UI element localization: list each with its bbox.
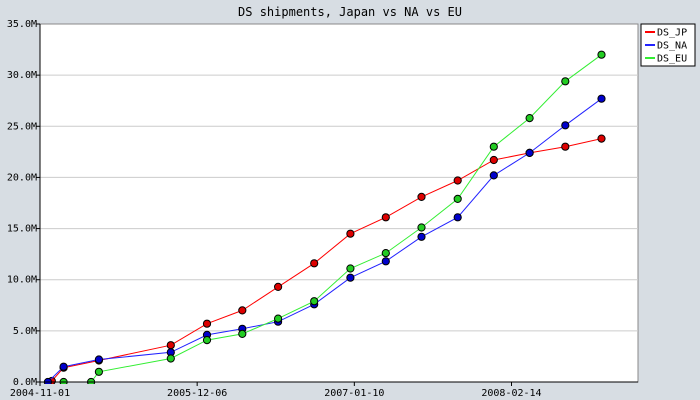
data-point-ds-eu: [274, 314, 283, 323]
data-point-ds-eu: [489, 142, 498, 151]
y-tick-label: 0.0M: [13, 377, 37, 388]
y-tick-label: 25.0M: [7, 121, 37, 132]
data-point-ds-jp: [310, 259, 319, 268]
data-point-ds-jp: [489, 155, 498, 165]
data-point-ds-eu: [561, 77, 570, 86]
series-line-ds-jp: [51, 138, 602, 382]
data-point-ds-jp: [238, 306, 247, 315]
series-line-ds-eu: [63, 54, 602, 383]
series-line-ds-na: [47, 98, 602, 383]
data-point-ds-na: [346, 273, 355, 282]
data-point-ds-na: [94, 355, 104, 364]
x-tick-label: 2005-12-06: [167, 388, 227, 399]
data-point-ds-na: [489, 171, 498, 180]
data-point-ds-jp: [346, 229, 355, 238]
data-point-ds-eu: [238, 329, 247, 338]
y-tick-label: 35.0M: [7, 19, 37, 30]
legend-label: DS_JP: [657, 28, 687, 39]
data-point-ds-na: [59, 362, 68, 371]
x-tick-label: 2008-02-14: [481, 388, 541, 399]
data-point-ds-jp: [453, 176, 462, 185]
data-point-ds-eu: [346, 264, 355, 273]
y-tick-label: 15.0M: [7, 224, 37, 235]
axis-layer: 0.0M 5.0M 10.0M 15.0M 20.0M 25.0M 30.0M 35.0M 20…: [7, 19, 638, 399]
y-tick-label: 30.0M: [7, 70, 37, 81]
data-point-ds-na: [417, 232, 426, 241]
data-point-ds-na: [561, 121, 570, 130]
series-layer: [43, 50, 606, 384]
data-point-ds-eu: [453, 194, 462, 203]
data-point-ds-eu: [381, 249, 390, 258]
data-point-ds-jp: [561, 142, 570, 151]
data-point-ds-jp: [417, 192, 426, 201]
data-point-ds-jp: [381, 213, 390, 222]
data-point-ds-eu: [597, 50, 606, 59]
data-point-ds-eu: [94, 367, 104, 376]
x-tick-label: 2004-11-01: [10, 388, 70, 399]
grid-layer: [40, 74, 638, 332]
data-point-ds-eu: [310, 297, 319, 306]
data-point-ds-eu: [417, 223, 426, 232]
data-point-ds-na: [597, 94, 606, 103]
data-point-ds-jp: [274, 282, 283, 291]
legend-label: DS_NA: [657, 41, 687, 52]
chart-title: DS shipments, Japan vs NA vs EU: [238, 5, 462, 19]
data-point-ds-eu: [202, 336, 212, 345]
data-point-ds-na: [525, 148, 534, 157]
data-point-ds-na: [381, 257, 390, 266]
x-tick-label: 2007-01-10: [324, 388, 384, 399]
data-point-ds-eu: [525, 114, 534, 123]
data-point-ds-jp: [202, 319, 212, 328]
y-tick-label: 20.0M: [7, 172, 37, 183]
data-point-ds-jp: [166, 341, 175, 350]
y-tick-label: 5.0M: [13, 326, 37, 337]
legend: DS_JP DS_NA DS_EU: [640, 23, 696, 67]
y-tick-label: 10.0M: [7, 275, 37, 286]
data-point-ds-jp: [597, 134, 606, 143]
plot-area: [39, 23, 639, 383]
legend-label: DS_EU: [657, 54, 687, 65]
data-point-ds-na: [453, 213, 462, 222]
data-point-ds-eu: [166, 354, 175, 363]
